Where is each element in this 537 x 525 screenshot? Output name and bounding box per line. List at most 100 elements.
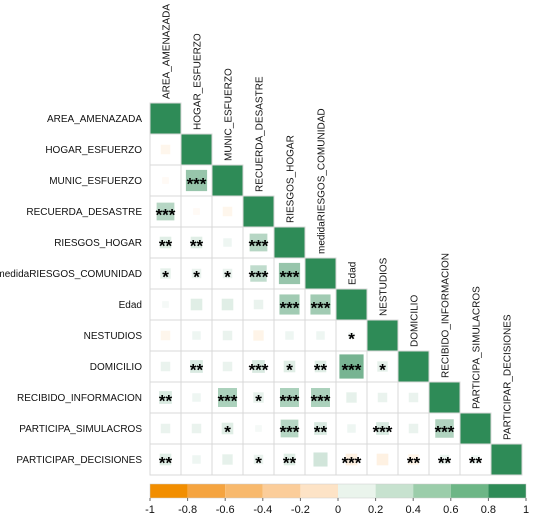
- row-label: AREA_AMENAZADA: [47, 114, 142, 125]
- diagonal-square: [460, 413, 491, 444]
- column-label: RIESGOS_HOGAR: [286, 135, 297, 223]
- column-label: PARTICIPA_SIMULACROS: [472, 286, 483, 409]
- correlation-square: [185, 169, 208, 192]
- correlation-square: [408, 423, 419, 434]
- diagonal-square: [274, 227, 305, 258]
- column-label: AREA_AMENAZADA: [162, 4, 173, 99]
- legend-tick-label: -0.2: [291, 504, 310, 516]
- correlation-square: [192, 331, 201, 340]
- row-label: PARTICIPAR_DECISIONES: [16, 455, 142, 466]
- correlation-square: [408, 392, 419, 403]
- correlation-square: [314, 422, 327, 435]
- significance-stars: ***: [311, 392, 331, 411]
- correlation-square: [191, 423, 202, 434]
- correlation-square: [285, 331, 294, 340]
- correlation-square: [222, 330, 233, 341]
- correlation-square: [192, 393, 201, 402]
- row-label: NESTUDIOS: [84, 331, 143, 342]
- legend-bin: [338, 484, 376, 498]
- correlation-square: [310, 294, 331, 315]
- legend-tick-label: 0.8: [481, 504, 496, 516]
- diagonal-square: [398, 351, 429, 382]
- legend-bin: [300, 484, 338, 498]
- correlation-square: [345, 453, 358, 466]
- row-label: PARTICIPA_SIMULACROS: [19, 424, 142, 435]
- correlation-square: [160, 144, 171, 155]
- significance-stars: **: [159, 237, 173, 256]
- correlation-square: [221, 298, 234, 311]
- column-label: MUNIC_ESFUERZO: [224, 68, 235, 161]
- row-label: MUNIC_ESFUERZO: [49, 176, 142, 187]
- legend-bin: [413, 484, 451, 498]
- correlation-square: [278, 262, 301, 285]
- diagonal-square: [181, 134, 212, 165]
- correlation-square: [193, 208, 200, 215]
- correlation-square: [252, 360, 265, 373]
- significance-stars: *: [255, 392, 262, 411]
- row-label: medidaRIESGOS_COMUNIDAD: [0, 269, 142, 280]
- correlation-square: [190, 236, 203, 249]
- correlation-square: [376, 422, 389, 435]
- correlation-square: [253, 330, 264, 341]
- correlation-square: [191, 268, 202, 279]
- column-label: DOMICILIO: [410, 295, 421, 347]
- correlation-square: [376, 453, 389, 466]
- legend-tick-label: -0.8: [178, 504, 197, 516]
- legend-tick-label: 0: [335, 504, 341, 516]
- correlation-square: [435, 419, 454, 438]
- correlation-square: [159, 453, 172, 466]
- correlation-square: [222, 361, 233, 372]
- significance-stars: ***: [249, 361, 269, 380]
- correlation-square: [253, 392, 264, 403]
- grid-cell: [490, 443, 523, 476]
- correlation-square: [222, 206, 233, 217]
- significance-stars: ***: [342, 454, 362, 473]
- significance-stars: **: [283, 454, 297, 473]
- correlation-square: [314, 360, 327, 373]
- column-label: medidaRIESGOS_COMUNIDAD: [317, 108, 328, 254]
- significance-stars: ***: [249, 237, 269, 256]
- correlation-square: [408, 454, 419, 465]
- correlation-square: [377, 392, 388, 403]
- significance-stars: **: [190, 237, 204, 256]
- row-label: DOMICILIO: [90, 362, 142, 373]
- legend-bin: [450, 484, 489, 498]
- row-label: RIESGOS_HOGAR: [54, 238, 142, 249]
- legend-tick-label: 0.4: [406, 504, 421, 516]
- correlation-square: [249, 233, 268, 252]
- correlation-square: [160, 268, 171, 279]
- significance-stars: **: [314, 423, 328, 442]
- correlation-square: [283, 360, 296, 373]
- significance-stars: *: [255, 454, 262, 473]
- significance-stars: *: [193, 268, 200, 287]
- column-label: Edad: [348, 262, 359, 285]
- significance-stars: ***: [187, 175, 207, 194]
- diagonal-square: [150, 103, 181, 134]
- significance-stars: **: [159, 454, 173, 473]
- correlation-square: [311, 388, 330, 407]
- correlation-square: [347, 424, 356, 433]
- column-label: NESTUDIOS: [379, 257, 390, 316]
- correlation-square: [250, 265, 267, 282]
- correlation-square: [160, 361, 171, 372]
- significance-stars: ***: [156, 206, 176, 225]
- column-label: PARTICIPAR_DECISIONES: [503, 314, 514, 440]
- correlation-square: [221, 422, 234, 435]
- diagonal-square: [305, 258, 336, 289]
- legend-bin: [488, 484, 526, 498]
- legend-tick-label: 0.6: [443, 504, 458, 516]
- column-label: RECIBIDO_INFORMACION: [441, 253, 452, 378]
- significance-stars: *: [162, 268, 169, 287]
- correlation-square: [280, 388, 299, 407]
- correlation-square: [280, 419, 299, 438]
- row-label: Edad: [119, 300, 142, 311]
- row-label: HOGAR_ESFUERZO: [45, 145, 142, 156]
- significance-stars: ***: [435, 423, 455, 442]
- diagonal-square: [429, 382, 460, 413]
- significance-stars: *: [286, 361, 293, 380]
- significance-stars: **: [407, 454, 421, 473]
- correlation-square: [283, 453, 296, 466]
- correlation-square: [253, 454, 264, 465]
- correlation-square: [316, 331, 325, 340]
